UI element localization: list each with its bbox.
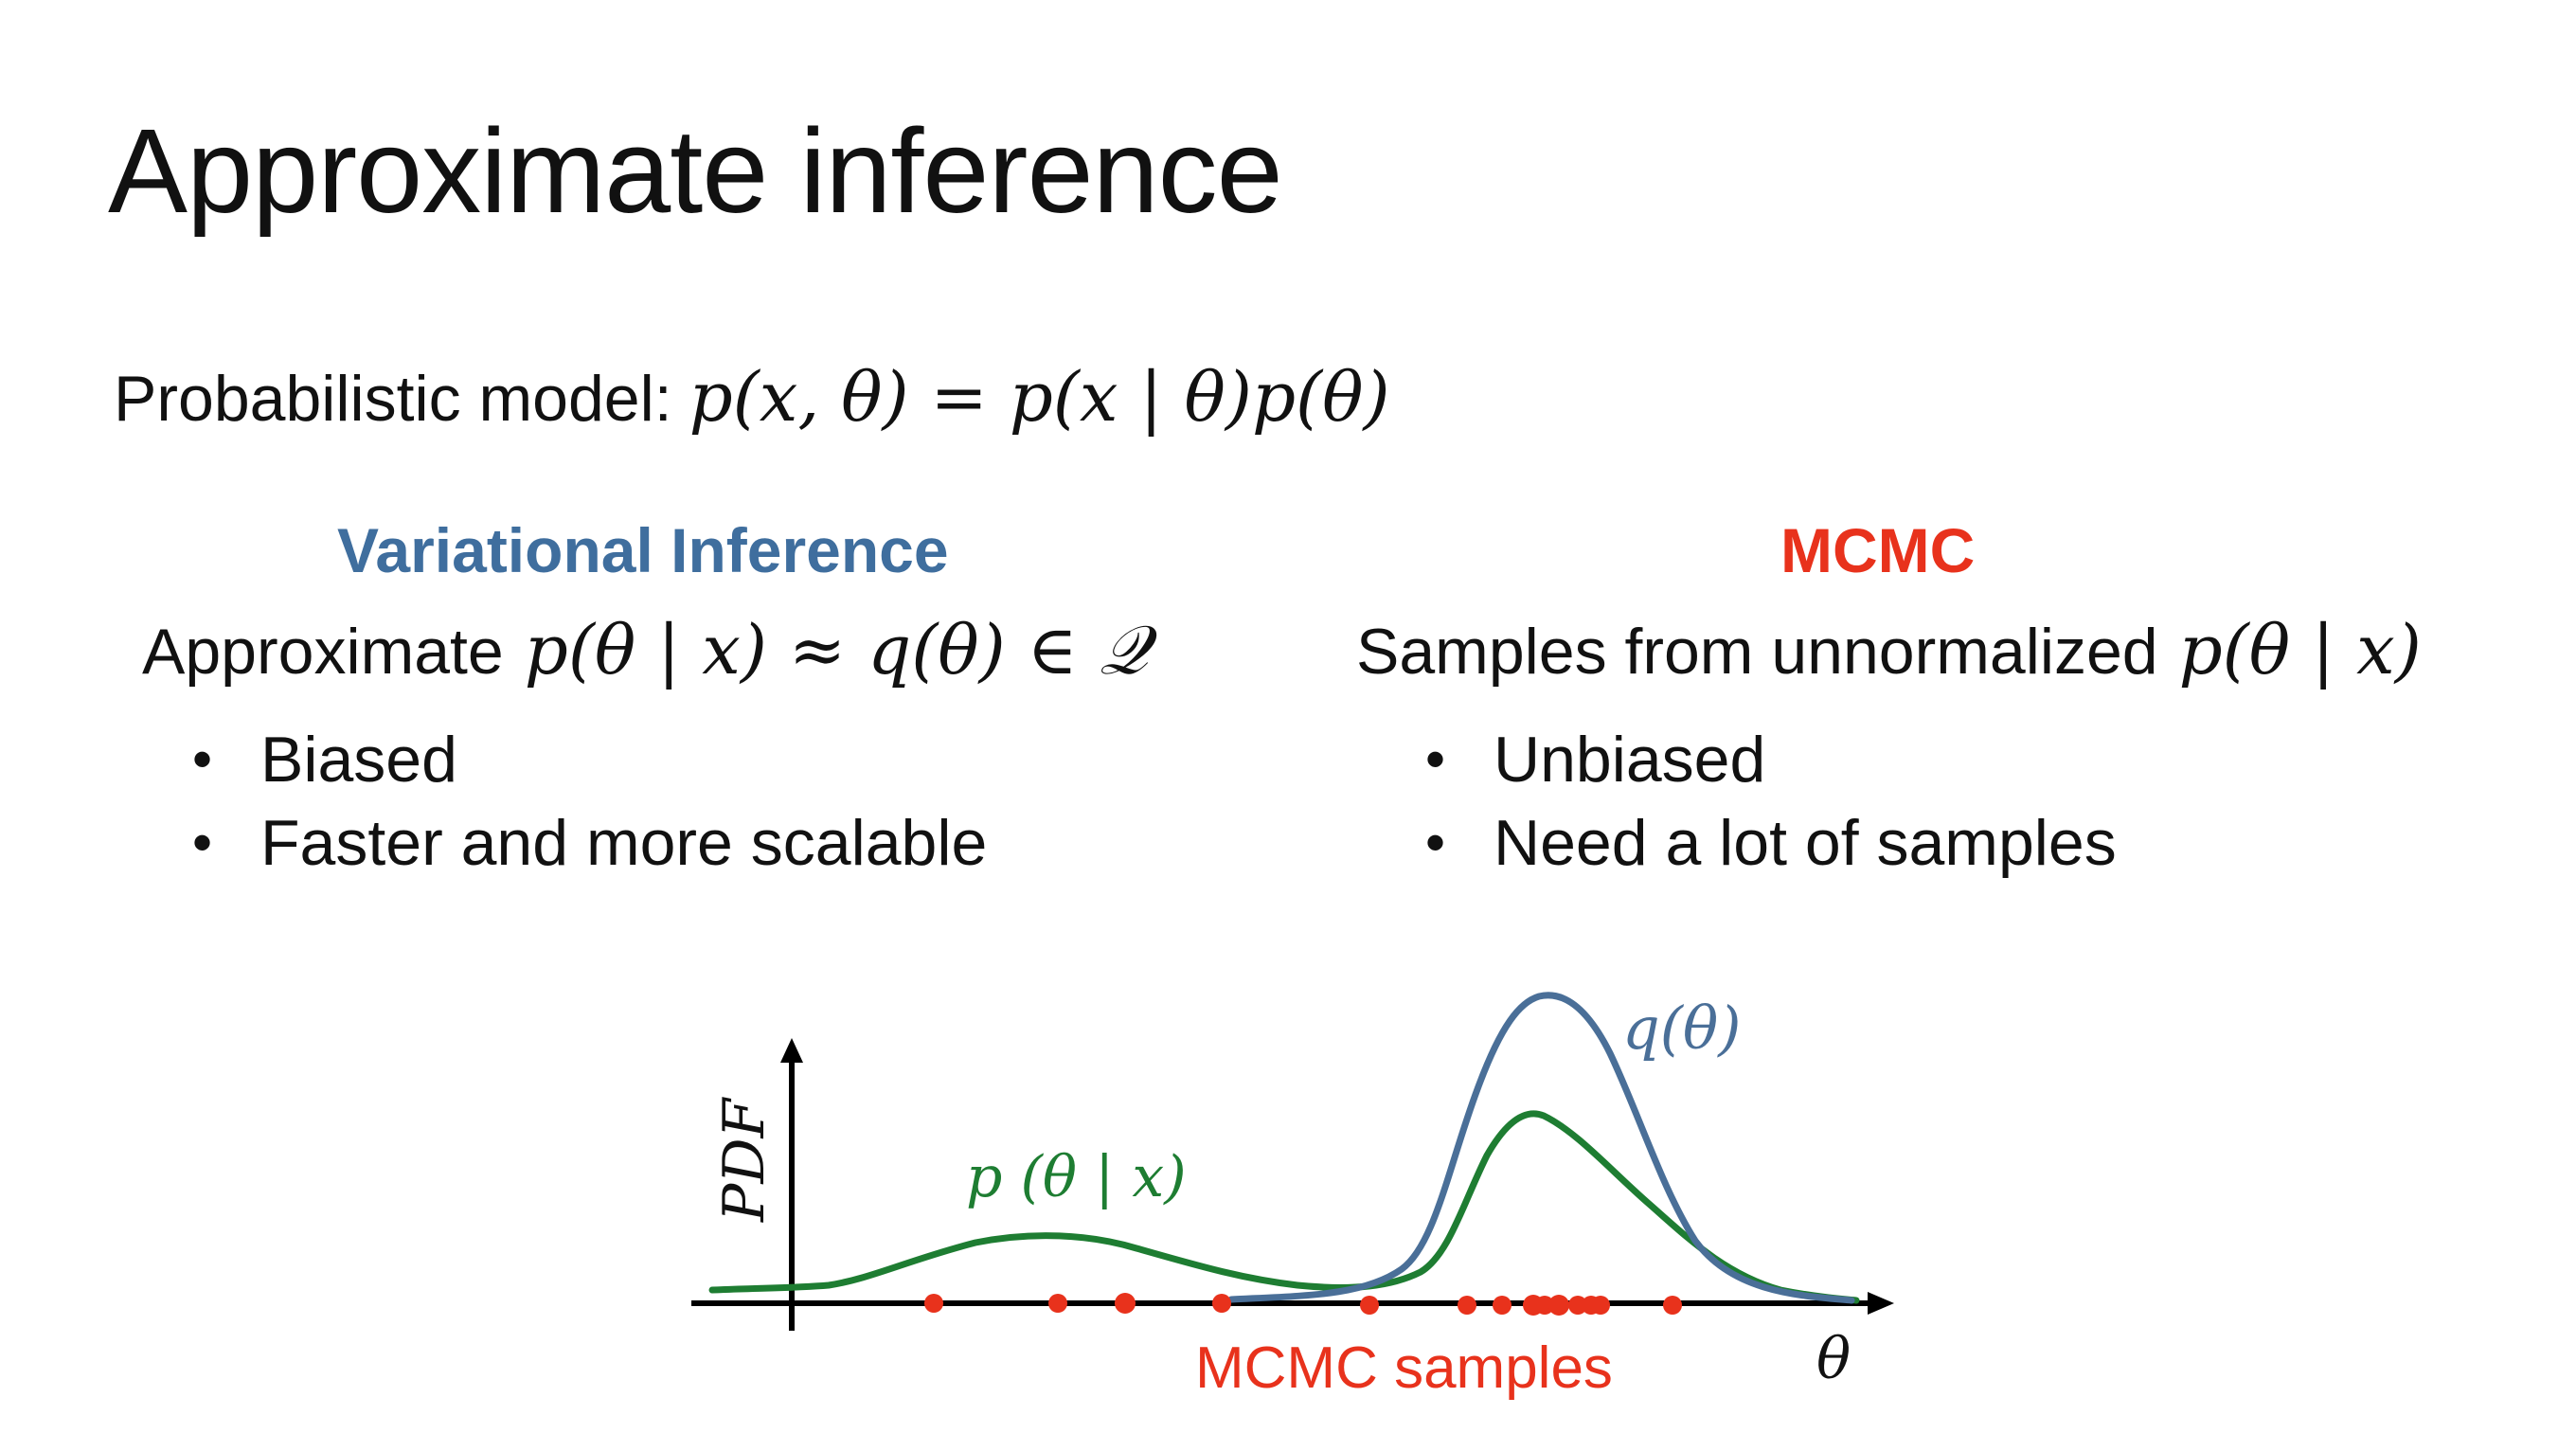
bullet-icon: •: [192, 727, 213, 791]
sample-point: [1212, 1294, 1231, 1313]
bullet-text: Biased: [260, 724, 457, 796]
x-axis-arrowhead: [1868, 1292, 1894, 1315]
slide-title: Approximate inference: [108, 104, 1283, 238]
vi-bullet-list: • Biased • Faster and more scalable: [192, 718, 988, 885]
vi-desc-formula: p(θ | x) ≈ q(θ) ∈ 𝒬: [524, 610, 1149, 690]
posterior-label: p (θ | x): [966, 1144, 1187, 1210]
bullet-icon: •: [1425, 811, 1446, 874]
list-item: • Faster and more scalable: [192, 801, 988, 885]
bullet-text: Need a lot of samples: [1494, 807, 2117, 879]
sample-point: [1568, 1296, 1587, 1315]
mcmc-samples-label: MCMC samples: [1195, 1335, 1613, 1401]
y-axis-arrowhead: [780, 1038, 803, 1063]
sample-point: [1048, 1294, 1067, 1313]
model-line: Probabilistic model: p(x, θ) = p(x | θ)p(…: [114, 363, 1390, 431]
sample-point: [1591, 1296, 1610, 1315]
list-item: • Biased: [192, 718, 987, 801]
vi-heading: Variational Inference: [337, 515, 949, 585]
list-item: • Need a lot of samples: [1425, 801, 2117, 885]
y-axis-label: PDF: [711, 1097, 778, 1223]
sample-point: [1548, 1295, 1569, 1316]
mcmc-desc-formula: p(θ | x): [2178, 610, 2422, 690]
bullet-text: Unbiased: [1494, 724, 1766, 796]
q-label: q(θ): [1622, 994, 1741, 1063]
model-formula: p(x, θ) = p(x | θ)p(θ): [689, 357, 1390, 437]
sample-point: [1663, 1296, 1682, 1315]
bullet-icon: •: [192, 811, 213, 874]
vi-description: Approximate p(θ | x) ≈ q(θ) ∈ 𝒬: [142, 616, 1149, 684]
sample-point: [1458, 1296, 1476, 1315]
x-axis-label: θ: [1816, 1326, 1851, 1392]
mcmc-sample-points: [924, 1293, 1682, 1316]
mcmc-desc-text: Samples from unnormalized: [1356, 616, 2158, 688]
q-curve: [1227, 992, 1855, 1304]
sample-point: [1493, 1296, 1512, 1315]
vi-desc-text: Approximate: [142, 616, 504, 688]
list-item: • Unbiased: [1425, 718, 2117, 801]
mcmc-heading: MCMC: [1780, 515, 1976, 585]
bullet-text: Faster and more scalable: [260, 807, 988, 879]
mcmc-description: Samples from unnormalized p(θ | x): [1356, 616, 2422, 684]
bullet-icon: •: [1425, 727, 1446, 791]
sample-point: [1360, 1296, 1379, 1315]
sample-point: [924, 1294, 943, 1313]
model-label: Probabilistic model:: [114, 363, 672, 435]
sample-point: [1535, 1296, 1554, 1315]
sample-point: [1115, 1293, 1136, 1314]
mcmc-bullet-list: • Unbiased • Need a lot of samples: [1425, 718, 2117, 885]
posterior-curve: [708, 1110, 1860, 1304]
